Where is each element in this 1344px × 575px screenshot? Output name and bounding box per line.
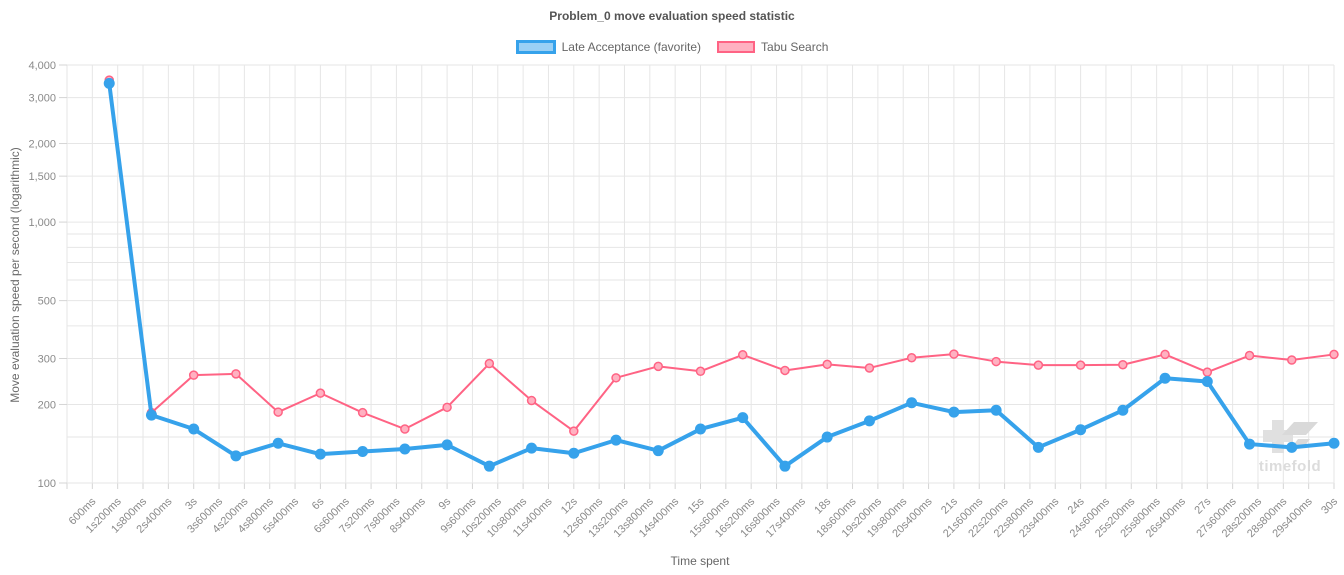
y-tick-label: 2,000 [28,139,56,151]
legend-swatch-tabu-search [717,41,756,53]
data-point-late-acceptance[interactable] [737,412,749,424]
data-point-late-acceptance[interactable] [441,439,453,451]
data-point-late-acceptance[interactable] [990,404,1002,416]
data-point-tabu-search[interactable] [315,388,326,398]
y-tick-label: 100 [38,478,56,490]
x-tick-label: 27s [1192,495,1213,516]
data-point-late-acceptance[interactable] [821,431,833,443]
x-axis-title: Time spent [670,554,730,568]
y-tick-label: 1,000 [28,217,56,229]
y-tick-label: 200 [38,399,56,411]
data-point-late-acceptance[interactable] [568,447,580,459]
data-point-tabu-search[interactable] [1033,360,1044,370]
x-tick-label: 24s [1066,495,1087,516]
data-point-tabu-search[interactable] [1075,360,1086,370]
legend-item-late-acceptance[interactable]: Late Acceptance (favorite) [515,40,702,54]
data-point-late-acceptance[interactable] [1032,441,1044,453]
legend: Late Acceptance (favorite) Tabu Search [0,40,1344,54]
data-point-late-acceptance[interactable] [103,77,115,89]
data-point-tabu-search[interactable] [611,373,621,383]
x-tick-label: 3s [183,495,200,512]
data-point-tabu-search[interactable] [695,366,706,377]
x-tick-label: 15s [686,495,707,516]
data-point-tabu-search[interactable] [231,369,241,379]
data-point-late-acceptance[interactable] [1328,437,1340,449]
data-point-tabu-search[interactable] [1160,349,1170,360]
data-point-late-acceptance[interactable] [695,423,706,435]
data-point-tabu-search[interactable] [569,426,579,436]
data-point-tabu-search[interactable] [526,395,537,406]
timefold-logo-icon [1282,422,1318,435]
data-point-tabu-search[interactable] [1329,349,1339,360]
data-point-tabu-search[interactable] [1202,367,1213,377]
chart-title: Problem_0 move evaluation speed statisti… [549,9,795,23]
series-line-tabu-search [108,79,1335,433]
x-tick-label: 18s [812,495,833,516]
data-point-late-acceptance[interactable] [779,460,791,472]
x-tick-label: 12s [559,495,580,516]
data-point-late-acceptance[interactable] [188,423,200,435]
data-point-tabu-search[interactable] [1244,350,1255,361]
y-tick-label: 300 [38,354,56,366]
data-point-late-acceptance[interactable] [230,450,242,462]
data-point-late-acceptance[interactable] [1117,404,1129,416]
legend-label-late-acceptance: Late Acceptance (favorite) [561,40,702,54]
data-point-tabu-search[interactable] [822,359,832,370]
data-point-late-acceptance[interactable] [399,443,411,455]
data-point-tabu-search[interactable] [442,402,452,413]
data-point-tabu-search[interactable] [1287,355,1297,365]
y-tick-label: 1,500 [28,171,56,183]
y-tick-label: 3,000 [28,93,56,105]
data-point-late-acceptance[interactable] [483,460,495,472]
data-point-late-acceptance[interactable] [357,446,369,458]
y-tick-label: 500 [38,296,56,308]
x-tick-label: 6s [310,495,327,512]
data-point-late-acceptance[interactable] [314,448,326,460]
y-tick-label: 4,000 [28,60,56,72]
data-point-late-acceptance[interactable] [863,415,875,427]
data-point-tabu-search[interactable] [864,363,875,373]
data-point-tabu-search[interactable] [400,424,410,434]
legend-item-tabu-search[interactable]: Tabu Search [717,40,828,54]
data-point-late-acceptance[interactable] [906,397,918,409]
legend-label-tabu-search: Tabu Search [761,40,829,54]
data-point-late-acceptance[interactable] [526,442,538,454]
data-point-tabu-search[interactable] [949,349,959,359]
data-point-late-acceptance[interactable] [948,406,960,418]
data-point-late-acceptance[interactable] [1286,441,1298,453]
data-point-tabu-search[interactable] [357,407,368,418]
data-point-late-acceptance[interactable] [145,409,157,421]
data-point-late-acceptance[interactable] [1075,424,1087,436]
data-point-tabu-search[interactable] [484,358,495,369]
data-point-tabu-search[interactable] [780,365,790,376]
data-point-late-acceptance[interactable] [1159,372,1171,384]
x-tick-label: 21s [939,495,960,516]
data-point-late-acceptance[interactable] [272,437,284,449]
timefold-watermark-text: timefold [1259,458,1321,475]
data-point-late-acceptance[interactable] [1201,375,1213,387]
data-point-tabu-search[interactable] [188,370,199,380]
data-point-tabu-search[interactable] [991,356,1001,367]
data-point-tabu-search[interactable] [906,353,917,363]
legend-swatch-late-acceptance [515,40,556,54]
x-tick-label: 30s [1319,495,1340,516]
series-line-late-acceptance [107,81,1336,469]
data-point-late-acceptance[interactable] [652,445,664,457]
data-point-tabu-search[interactable] [653,361,664,372]
data-point-late-acceptance[interactable] [1244,438,1256,450]
data-point-tabu-search[interactable] [273,407,283,417]
data-point-tabu-search[interactable] [1118,359,1128,370]
data-point-tabu-search[interactable] [737,350,748,360]
x-tick-label: 9s [437,495,454,512]
data-point-late-acceptance[interactable] [610,434,622,446]
